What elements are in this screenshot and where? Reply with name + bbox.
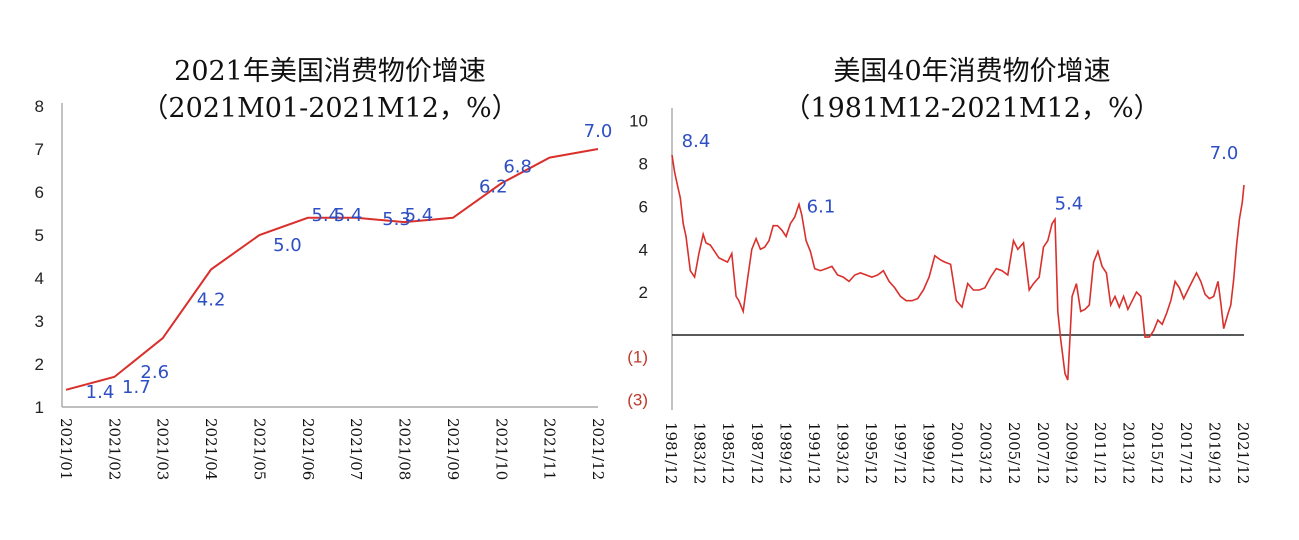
left-x-tick-label: 2021/07 (347, 418, 365, 480)
left-data-label: 6.8 (503, 157, 532, 178)
left-chart-title: 2021年美国消费物价增速 (174, 56, 486, 87)
left-data-label: 5.0 (273, 235, 302, 256)
left-y-tick-label: 2 (35, 355, 44, 374)
right-annotation-label: 5.4 (1055, 193, 1084, 214)
left-data-label: 5.3 (382, 209, 411, 230)
right-y-tick-label: 8 (639, 155, 648, 174)
right-annotation-label: 7.0 (1210, 143, 1239, 164)
left-x-tick-label: 2021/03 (154, 418, 172, 480)
right-y-tick-label: 4 (639, 240, 648, 259)
left-x-tick-label: 2021/01 (57, 418, 75, 480)
left-y-tick-label: 5 (35, 226, 44, 245)
right-x-tick-label: 1985/12 (719, 422, 737, 484)
right-x-tick-label: 1983/12 (691, 422, 709, 484)
right-x-tick-label: 1987/12 (748, 422, 766, 484)
left-x-tick-label: 2021/04 (202, 418, 220, 480)
left-chart-subtitle: （2021M01-2021M12，%） (141, 93, 518, 124)
left-data-label: 1.7 (122, 377, 151, 398)
right-x-tick-label: 1993/12 (834, 422, 852, 484)
left-data-label: 5.4 (311, 205, 340, 226)
left-cpi-line (65, 148, 599, 391)
right-x-tick-label: 2007/12 (1034, 422, 1052, 484)
right-x-tick-label: 1999/12 (919, 422, 937, 484)
right-chart: 美国40年消费物价增速 （1981M12-2021M12，%） 10 8 6 4 2 (1… (627, 56, 1252, 484)
left-x-tick-label: 2021/06 (299, 418, 317, 480)
left-x-tick-label: 2021/02 (105, 418, 123, 480)
left-x-tick-label: 2021/08 (396, 418, 414, 480)
left-x-tick-label: 2021/05 (250, 418, 268, 480)
left-data-label: 5.4 (334, 205, 363, 226)
right-y-tick-label: 2 (639, 283, 648, 302)
left-data-label: 7.0 (584, 121, 613, 142)
left-y-tick-label: 8 (35, 97, 44, 116)
right-y-tick-label: 10 (629, 112, 648, 131)
right-x-tick-label: 2011/12 (1091, 422, 1109, 484)
right-x-tick-label: 2003/12 (977, 422, 995, 484)
right-x-tick-label: 2017/12 (1177, 422, 1195, 484)
right-x-tick-label: 1981/12 (662, 422, 680, 484)
right-x-tick-label: 2015/12 (1148, 422, 1166, 484)
right-x-tick-label: 2009/12 (1062, 422, 1080, 484)
left-y-ticks: 1 2 3 4 5 6 7 8 (35, 97, 44, 417)
right-y-tick-label: (1) (627, 347, 648, 366)
left-y-tick-label: 3 (35, 312, 44, 331)
right-x-tick-label: 2021/12 (1234, 422, 1252, 484)
left-data-label: 5.4 (405, 205, 434, 226)
left-x-ticks: 2021/01 2021/02 2021/03 2021/04 2021/05 2021/… (57, 418, 607, 480)
left-data-label: 4.2 (197, 289, 226, 310)
left-x-tick-label: 2021/11 (541, 418, 559, 480)
left-data-label: 1.4 (86, 382, 115, 403)
right-x-tick-label: 2001/12 (948, 422, 966, 484)
right-y-tick-label: 6 (639, 197, 648, 216)
left-x-tick-label: 2021/10 (492, 418, 510, 480)
right-annotations: 8.4 6.1 5.4 7.0 (682, 131, 1239, 217)
left-y-tick-label: 7 (35, 140, 44, 159)
right-annotation-label: 6.1 (807, 196, 836, 217)
left-x-tick-label: 2021/09 (444, 418, 462, 480)
right-y-ticks: 10 8 6 4 2 (1) (3) (627, 112, 648, 410)
right-cpi-line (671, 154, 1245, 381)
left-y-tick-label: 6 (35, 183, 44, 202)
right-chart-subtitle: （1981M12-2021M12，%） (783, 93, 1160, 124)
left-x-tick-label: 2021/12 (589, 418, 607, 480)
left-data-label: 2.6 (140, 362, 169, 383)
right-y-tick-label: (3) (627, 390, 648, 409)
right-x-tick-label: 1989/12 (776, 422, 794, 484)
left-chart: 2021年美国消费物价增速 （2021M01-2021M12，%） 1 2 3 4 5 6… (35, 56, 613, 480)
right-x-tick-label: 2013/12 (1120, 422, 1138, 484)
right-x-tick-label: 1995/12 (862, 422, 880, 484)
right-x-ticks: 1981/12 1983/12 1985/12 1987/12 1989/12 1991/… (662, 422, 1252, 484)
left-y-tick-label: 4 (35, 269, 44, 288)
right-x-tick-label: 1997/12 (891, 422, 909, 484)
right-x-tick-label: 2005/12 (1005, 422, 1023, 484)
left-data-labels: 1.4 1.72.64.25.05.45.4 5.35.46.26.87.0 (86, 121, 613, 403)
right-x-tick-label: 2019/12 (1205, 422, 1223, 484)
left-y-tick-label: 1 (35, 398, 44, 417)
right-annotation-label: 8.4 (682, 131, 711, 152)
right-chart-title: 美国40年消费物价增速 (833, 56, 1110, 87)
left-data-label: 6.2 (479, 176, 508, 197)
right-x-tick-label: 1991/12 (805, 422, 823, 484)
